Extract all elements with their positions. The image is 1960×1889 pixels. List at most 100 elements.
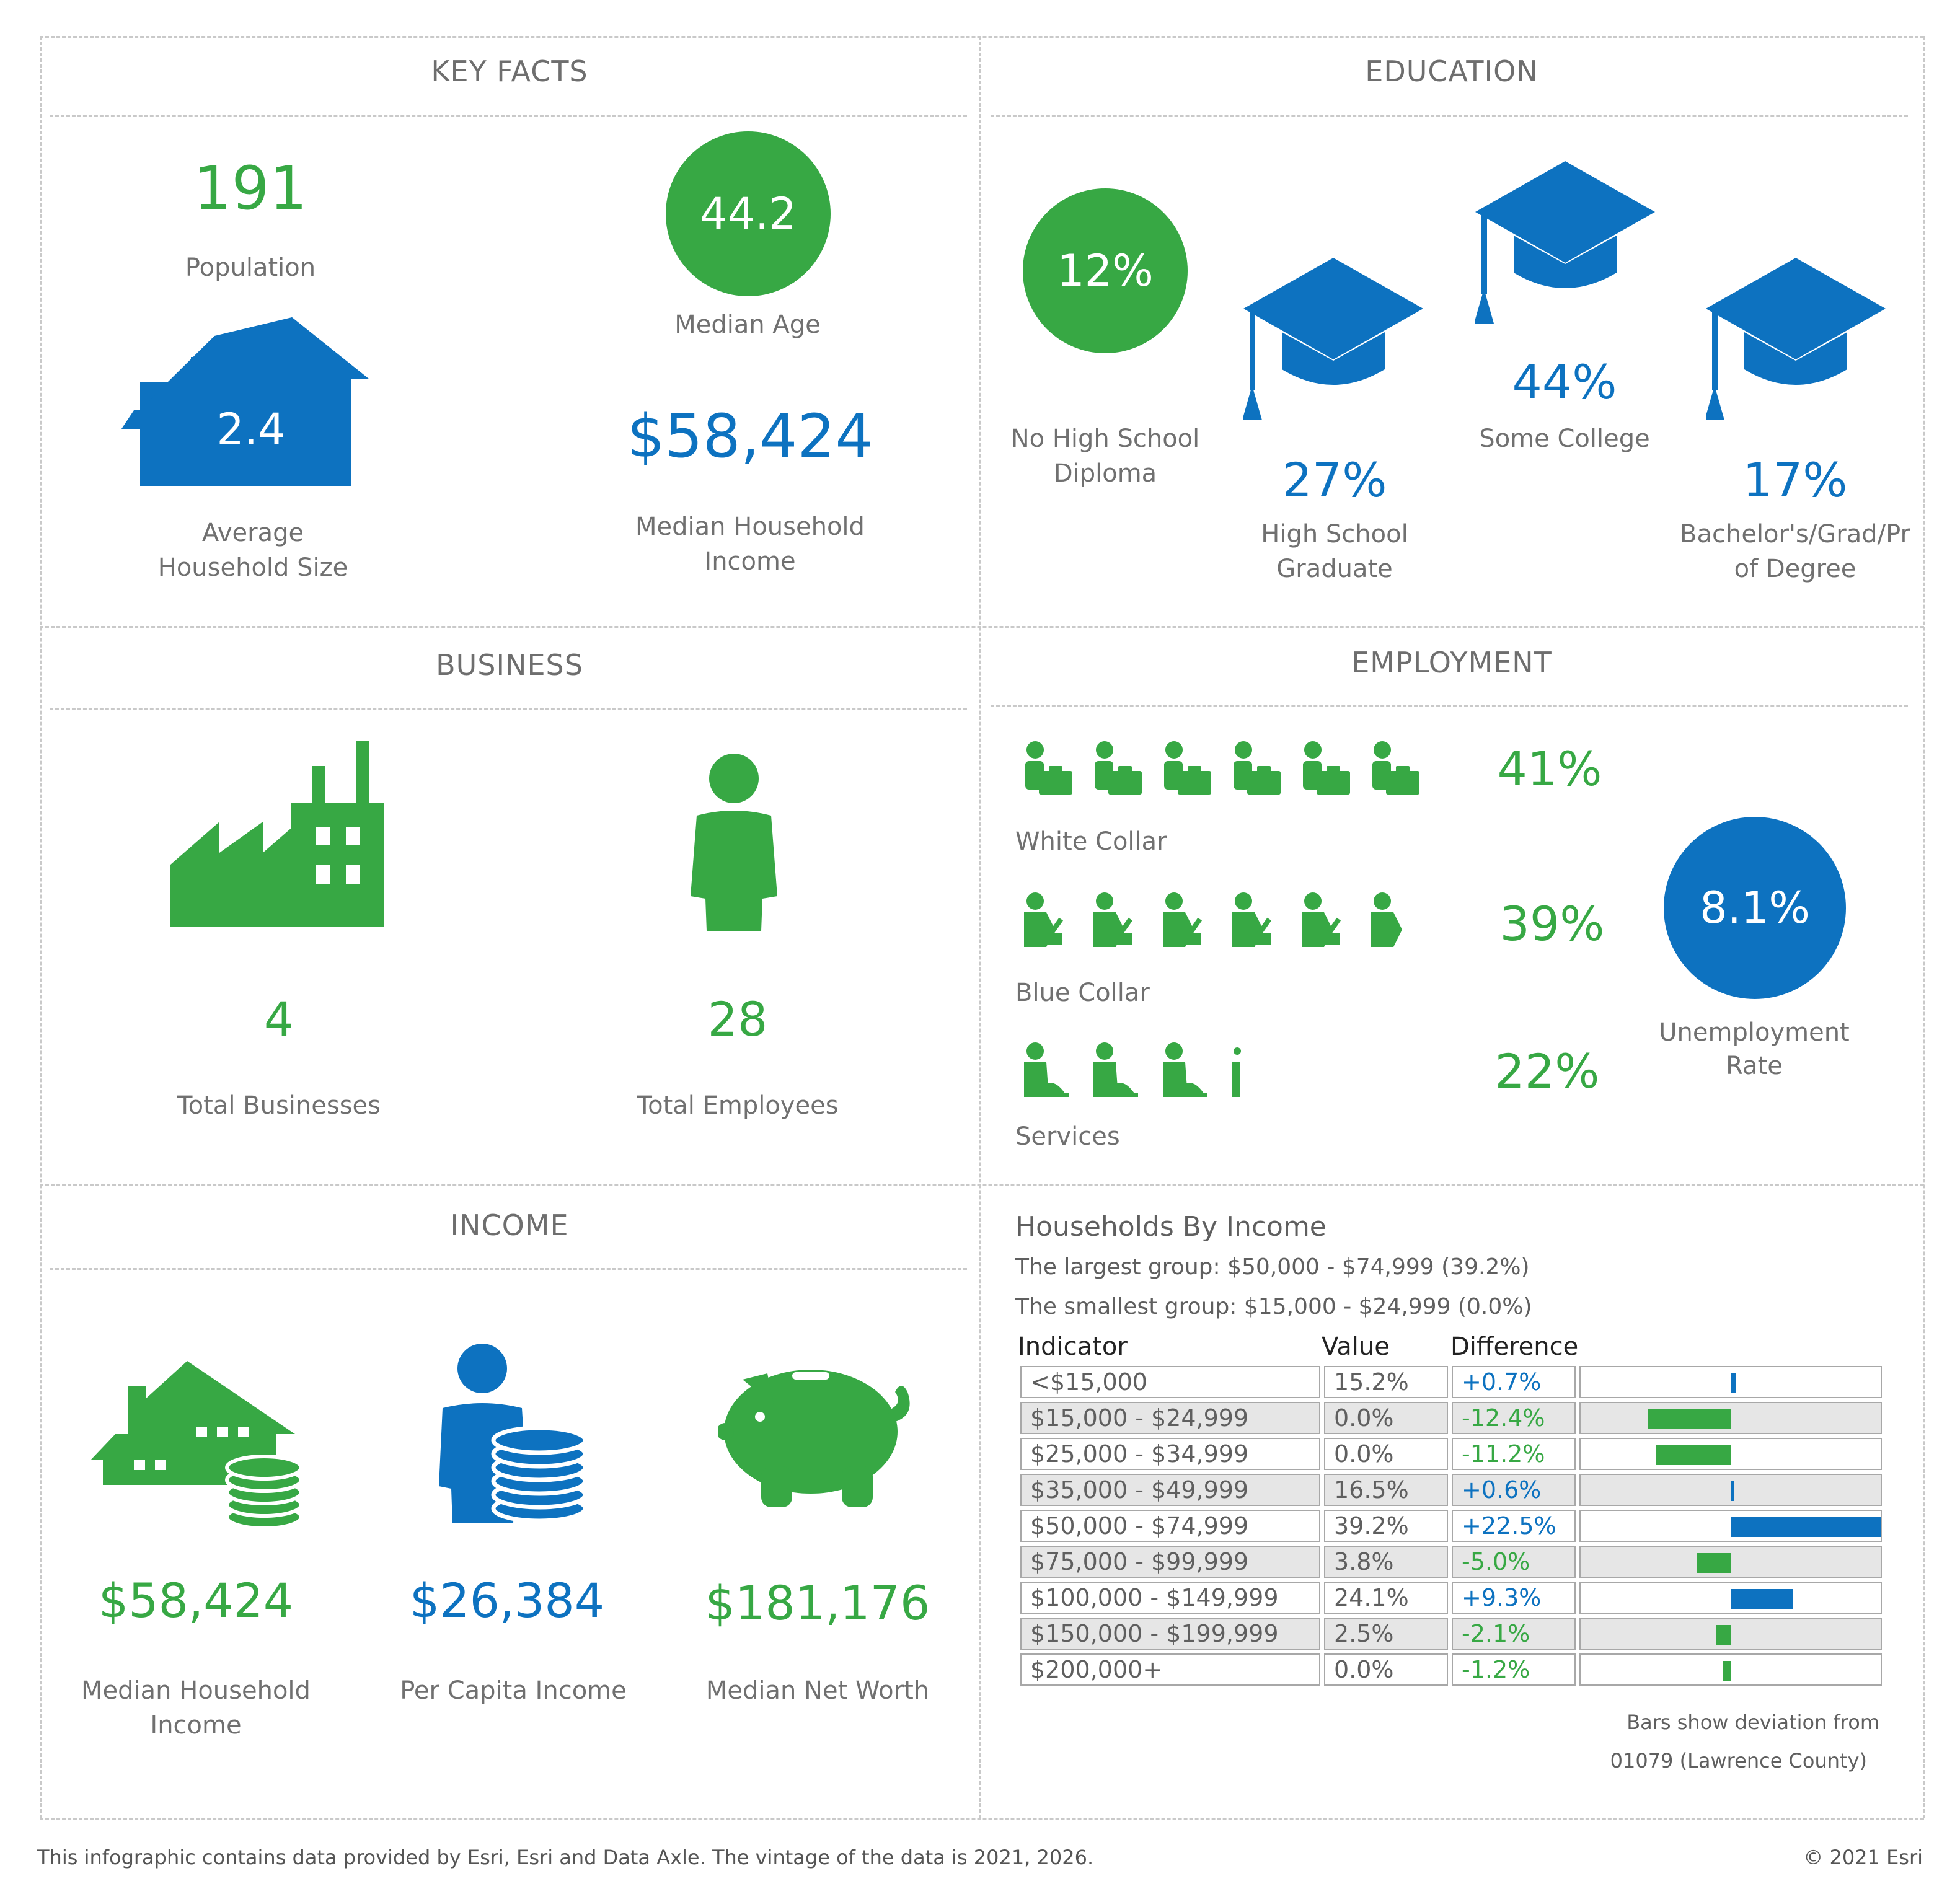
row-difference: +0.6% <box>1452 1474 1576 1506</box>
smallest-group-text: The smallest group: $15,000 - $24,999 (0… <box>1015 1294 1532 1319</box>
row-bar-cell <box>1579 1618 1882 1650</box>
median-net-worth-value: $181,176 <box>705 1575 930 1631</box>
row-bar-cell <box>1579 1582 1882 1614</box>
largest-group-text: The largest group: $50,000 - $74,999 (39… <box>1015 1254 1530 1280</box>
deviation-note-line-2: 01079 (Lawrence County) <box>1610 1749 1867 1772</box>
population-label: Population <box>185 253 316 282</box>
row-value: 2.5% <box>1324 1618 1448 1650</box>
row-divider-1 <box>40 626 1924 628</box>
household-size-label-1: Average <box>201 519 304 547</box>
table-row: $75,000 - $99,999 3.8% -5.0% <box>1020 1546 1882 1578</box>
row-bar-cell <box>1579 1402 1882 1434</box>
row-indicator: <$15,000 <box>1020 1366 1320 1398</box>
no-high-school-value: 12% <box>1057 245 1154 296</box>
services-value: 22% <box>1494 1044 1600 1099</box>
table-header-indicator: Indicator <box>1018 1332 1128 1361</box>
graduation-cap-icon <box>1242 258 1423 420</box>
table-header-value: Value <box>1322 1332 1390 1361</box>
row-value: 3.8% <box>1324 1546 1448 1578</box>
row-difference: -11.2% <box>1452 1438 1576 1470</box>
median-household-income-label-2: Income <box>704 547 796 576</box>
services-icons <box>1022 1042 1269 1098</box>
bachelors-label-2: of Degree <box>1734 555 1856 583</box>
row-bar-cell <box>1579 1510 1882 1542</box>
row-difference: +9.3% <box>1452 1582 1576 1614</box>
person-icon <box>684 754 784 931</box>
white-collar-value: 41% <box>1497 741 1602 796</box>
total-businesses-label: Total Businesses <box>177 1091 381 1120</box>
unemployment-value: 8.1% <box>1700 883 1810 933</box>
factory-icon <box>170 741 384 927</box>
outer-left-border <box>40 36 42 1818</box>
education-title: EDUCATION <box>1365 55 1538 88</box>
total-employees-label: Total Employees <box>637 1091 839 1120</box>
row-indicator: $100,000 - $149,999 <box>1020 1582 1320 1614</box>
outer-bottom-border <box>40 1818 1924 1820</box>
houses-with-coins-icon <box>90 1361 303 1531</box>
median-age-label: Median Age <box>674 310 821 339</box>
employment-title-rule <box>991 705 1908 707</box>
education-title-rule <box>991 115 1908 117</box>
total-businesses-value: 4 <box>263 992 294 1047</box>
household-size-value: 2.4 <box>216 404 286 455</box>
deviation-bar <box>1731 1373 1736 1393</box>
deviation-bar <box>1723 1661 1731 1681</box>
house-icon <box>121 317 369 486</box>
table-row: $150,000 - $199,999 2.5% -2.1% <box>1020 1618 1882 1650</box>
some-college-value: 44% <box>1512 354 1617 410</box>
outer-top-border <box>40 36 1924 38</box>
key-facts-title: KEY FACTS <box>431 55 588 88</box>
high-school-graduate-label-2: Graduate <box>1276 555 1393 583</box>
row-bar-cell <box>1579 1474 1882 1506</box>
table-row: $100,000 - $149,999 24.1% +9.3% <box>1020 1582 1882 1614</box>
bachelors-value: 17% <box>1742 452 1848 508</box>
business-title: BUSINESS <box>436 648 583 682</box>
deviation-bar <box>1656 1445 1731 1465</box>
row-bar-cell <box>1579 1653 1882 1686</box>
row-indicator: $35,000 - $49,999 <box>1020 1474 1320 1506</box>
deviation-bar <box>1731 1517 1881 1537</box>
business-title-rule <box>50 708 967 710</box>
high-school-graduate-label-1: High School <box>1261 520 1408 548</box>
deviation-bar <box>1648 1409 1731 1429</box>
blue-collar-icons <box>1022 892 1424 948</box>
footer-source: This infographic contains data provided … <box>37 1846 1094 1869</box>
unemployment-label-2: Rate <box>1726 1052 1783 1080</box>
row-indicator: $50,000 - $74,999 <box>1020 1510 1320 1542</box>
population-value: 191 <box>193 154 307 223</box>
median-household-income-value: $58,424 <box>627 402 873 471</box>
income-title: INCOME <box>450 1209 569 1242</box>
median-net-worth-label: Median Net Worth <box>705 1676 930 1705</box>
table-row: <$15,000 15.2% +0.7% <box>1020 1366 1882 1398</box>
graduation-cap-icon <box>1705 258 1886 420</box>
employment-title: EMPLOYMENT <box>1351 646 1552 679</box>
row-value: 0.0% <box>1324 1653 1448 1686</box>
deviation-note-line-1: Bars show deviation from <box>1627 1711 1879 1734</box>
row-difference: -12.4% <box>1452 1402 1576 1434</box>
center-divider <box>979 36 981 1818</box>
white-collar-label: White Collar <box>1015 827 1167 856</box>
blue-collar-label: Blue Collar <box>1015 979 1150 1007</box>
table-header-difference: Difference <box>1450 1332 1579 1361</box>
deviation-bar <box>1731 1481 1735 1501</box>
no-high-school-label-2: Diploma <box>1053 459 1157 488</box>
unemployment-circle: 8.1% <box>1664 817 1846 999</box>
deviation-bar <box>1697 1553 1731 1573</box>
row-value: 24.1% <box>1324 1582 1448 1614</box>
row-bar-cell <box>1579 1546 1882 1578</box>
row-divider-2 <box>40 1184 1924 1186</box>
median-age-circle: 44.2 <box>666 131 831 296</box>
person-with-coins-icon <box>434 1344 589 1523</box>
row-difference: -5.0% <box>1452 1546 1576 1578</box>
income-median-household-label-1: Median Household <box>81 1676 311 1705</box>
table-row: $50,000 - $74,999 39.2% +22.5% <box>1020 1510 1882 1542</box>
total-employees-value: 28 <box>707 992 768 1047</box>
row-value: 0.0% <box>1324 1438 1448 1470</box>
row-value: 0.0% <box>1324 1402 1448 1434</box>
row-indicator: $75,000 - $99,999 <box>1020 1546 1320 1578</box>
median-age-value: 44.2 <box>700 188 797 239</box>
row-indicator: $15,000 - $24,999 <box>1020 1402 1320 1434</box>
income-title-rule <box>50 1268 967 1270</box>
footer-copyright: © 2021 Esri <box>1803 1846 1923 1869</box>
table-row: $200,000+ 0.0% -1.2% <box>1020 1653 1882 1686</box>
